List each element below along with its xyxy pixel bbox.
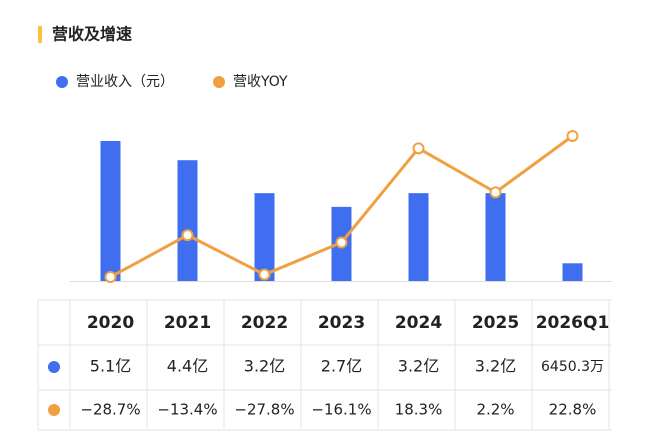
- point: [335, 236, 348, 249]
- column-header: 2023: [318, 313, 365, 333]
- cell: 2.7亿: [321, 357, 362, 376]
- title-accent: [38, 26, 42, 43]
- cell: 3.2亿: [475, 357, 516, 376]
- legend-swatch: [213, 76, 225, 88]
- column-header: 2026Q1: [536, 313, 610, 333]
- point: [489, 186, 502, 199]
- cell: 6450.3万: [541, 359, 604, 375]
- cell: 18.3%: [395, 401, 443, 419]
- column-header: 2021: [164, 313, 211, 333]
- cell: 3.2亿: [244, 357, 285, 376]
- legend-swatch: [56, 76, 68, 88]
- column-header: 2022: [241, 313, 288, 333]
- point: [104, 271, 117, 283]
- cell: 3.2亿: [398, 357, 439, 376]
- column-header: 2025: [472, 313, 519, 333]
- cell: −28.7%: [80, 401, 140, 419]
- cell: −13.4%: [157, 401, 217, 419]
- point: [566, 130, 579, 142]
- cell: −27.8%: [234, 401, 294, 419]
- bar: [408, 193, 429, 281]
- legend-label: 营收YOY: [233, 74, 288, 90]
- cell: 2.2%: [476, 401, 514, 419]
- point: [258, 268, 271, 281]
- chart-title: 营收及增速: [52, 25, 132, 44]
- bar: [254, 193, 275, 281]
- row-swatch: [48, 361, 60, 373]
- point: [181, 229, 194, 242]
- bar: [485, 193, 506, 281]
- legend-label: 营业收入（元）: [76, 74, 174, 90]
- column-header: 2020: [87, 313, 134, 333]
- row-swatch: [48, 404, 60, 416]
- bar: [100, 141, 121, 281]
- bar: [562, 263, 583, 281]
- cell: −16.1%: [311, 401, 371, 419]
- bar: [177, 160, 198, 281]
- cell: 22.8%: [549, 401, 597, 419]
- cell: 4.4亿: [167, 357, 208, 376]
- column-header: 2024: [395, 313, 442, 333]
- point: [412, 142, 425, 155]
- cell: 5.1亿: [90, 357, 131, 376]
